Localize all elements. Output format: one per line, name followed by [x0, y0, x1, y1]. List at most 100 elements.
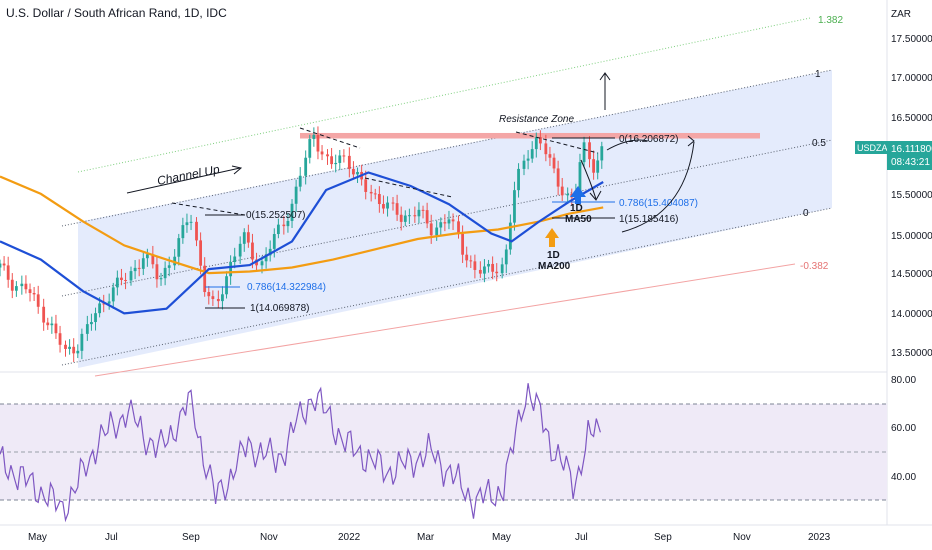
- candle-up[interactable]: [304, 157, 308, 176]
- candle-down[interactable]: [552, 157, 556, 169]
- candle-down[interactable]: [369, 191, 373, 194]
- candle-down[interactable]: [42, 306, 46, 323]
- candle-up[interactable]: [181, 225, 185, 239]
- candle-down[interactable]: [282, 224, 286, 227]
- candle-up[interactable]: [487, 263, 490, 267]
- candle-down[interactable]: [199, 240, 202, 266]
- candle-down[interactable]: [469, 260, 473, 262]
- candle-up[interactable]: [76, 350, 80, 354]
- candle-up[interactable]: [80, 333, 84, 351]
- candle-up[interactable]: [407, 215, 411, 217]
- candle-down[interactable]: [347, 155, 351, 169]
- ma50-line[interactable]: [0, 171, 604, 315]
- candle-up[interactable]: [334, 162, 338, 165]
- candle-down[interactable]: [316, 135, 320, 152]
- candle-down[interactable]: [155, 264, 159, 280]
- candle-up[interactable]: [94, 313, 97, 323]
- candle-down[interactable]: [491, 263, 495, 272]
- candle-down[interactable]: [465, 254, 469, 261]
- fib-m0382-line[interactable]: [94, 263, 796, 377]
- candle-down[interactable]: [457, 221, 460, 234]
- candle-up[interactable]: [530, 149, 534, 159]
- candle-up[interactable]: [504, 249, 508, 265]
- channel-mid-line[interactable]: [61, 139, 833, 297]
- candle-up[interactable]: [133, 267, 137, 272]
- candle-down[interactable]: [120, 277, 123, 281]
- candle-down[interactable]: [58, 333, 62, 345]
- candle-up[interactable]: [238, 243, 242, 257]
- candle-up[interactable]: [129, 271, 133, 281]
- candle-down[interactable]: [36, 294, 40, 307]
- rsi-line[interactable]: [0, 383, 601, 523]
- candle-down[interactable]: [102, 303, 106, 305]
- candle-down[interactable]: [54, 323, 58, 334]
- candle-up[interactable]: [508, 222, 512, 250]
- candle-up[interactable]: [145, 254, 149, 259]
- candle-up[interactable]: [290, 203, 294, 221]
- candle-down[interactable]: [151, 254, 155, 265]
- candle-down[interactable]: [211, 296, 215, 299]
- price-axis[interactable]: ZAR 17.500000 17.000000 16.500000 15.500…: [855, 0, 932, 525]
- candle-down[interactable]: [6, 265, 10, 280]
- candle-down[interactable]: [544, 143, 548, 155]
- candle-up[interactable]: [225, 276, 228, 295]
- candle-up[interactable]: [534, 137, 538, 150]
- candle-up[interactable]: [68, 346, 71, 349]
- candle-down[interactable]: [461, 233, 465, 255]
- candle-down[interactable]: [473, 261, 477, 270]
- channel-lower-line[interactable]: [61, 207, 833, 366]
- channel-upper-line[interactable]: [61, 69, 833, 227]
- candle-down[interactable]: [399, 214, 403, 222]
- time-axis[interactable]: May Jul Sep Nov 2022 Mar May Jul Sep Nov…: [0, 524, 932, 543]
- candle-down[interactable]: [413, 215, 417, 217]
- candle-up[interactable]: [417, 209, 421, 217]
- candle-down[interactable]: [24, 283, 28, 290]
- candle-down[interactable]: [364, 179, 368, 192]
- candle-up[interactable]: [522, 160, 526, 169]
- candle-up[interactable]: [600, 146, 604, 161]
- candle-up[interactable]: [85, 324, 89, 334]
- candle-down[interactable]: [246, 232, 250, 243]
- candle-up[interactable]: [185, 222, 189, 226]
- candle-up[interactable]: [242, 232, 246, 244]
- candle-down[interactable]: [2, 263, 6, 266]
- candle-up[interactable]: [229, 262, 233, 277]
- ma200-line[interactable]: [0, 175, 604, 275]
- candle-down[interactable]: [429, 223, 433, 236]
- candle-up[interactable]: [50, 323, 54, 326]
- candle-down[interactable]: [72, 346, 76, 354]
- candle-down[interactable]: [137, 267, 141, 269]
- candle-down[interactable]: [425, 210, 429, 224]
- candle-up[interactable]: [286, 220, 290, 227]
- candle-down[interactable]: [46, 322, 50, 326]
- candle-down[interactable]: [124, 280, 127, 282]
- candle-up[interactable]: [167, 265, 171, 268]
- rsi-axis[interactable]: 80.00 60.00 40.00: [891, 375, 916, 483]
- candle-up[interactable]: [260, 261, 264, 266]
- candle-up[interactable]: [189, 221, 193, 223]
- candle-up[interactable]: [294, 186, 298, 204]
- candle-down[interactable]: [451, 219, 455, 222]
- candle-up[interactable]: [308, 139, 312, 158]
- candle-up[interactable]: [582, 142, 586, 163]
- candle-down[interactable]: [342, 155, 346, 157]
- candle-down[interactable]: [548, 154, 552, 158]
- candle-up[interactable]: [338, 155, 342, 163]
- candle-up[interactable]: [513, 190, 516, 223]
- candle-up[interactable]: [20, 283, 24, 287]
- candle-up[interactable]: [483, 266, 486, 274]
- candle-down[interactable]: [64, 344, 67, 349]
- candle-up[interactable]: [14, 286, 18, 291]
- candle-down[interactable]: [443, 222, 447, 224]
- candle-down[interactable]: [28, 289, 32, 294]
- candle-down[interactable]: [320, 151, 324, 155]
- candle-down[interactable]: [373, 193, 377, 195]
- candle-up[interactable]: [163, 267, 167, 279]
- candle-up[interactable]: [141, 258, 145, 269]
- candle-up[interactable]: [312, 135, 316, 140]
- candle-up[interactable]: [221, 294, 224, 302]
- candle-up[interactable]: [98, 303, 102, 314]
- candle-down[interactable]: [556, 168, 560, 187]
- candle-down[interactable]: [251, 242, 254, 260]
